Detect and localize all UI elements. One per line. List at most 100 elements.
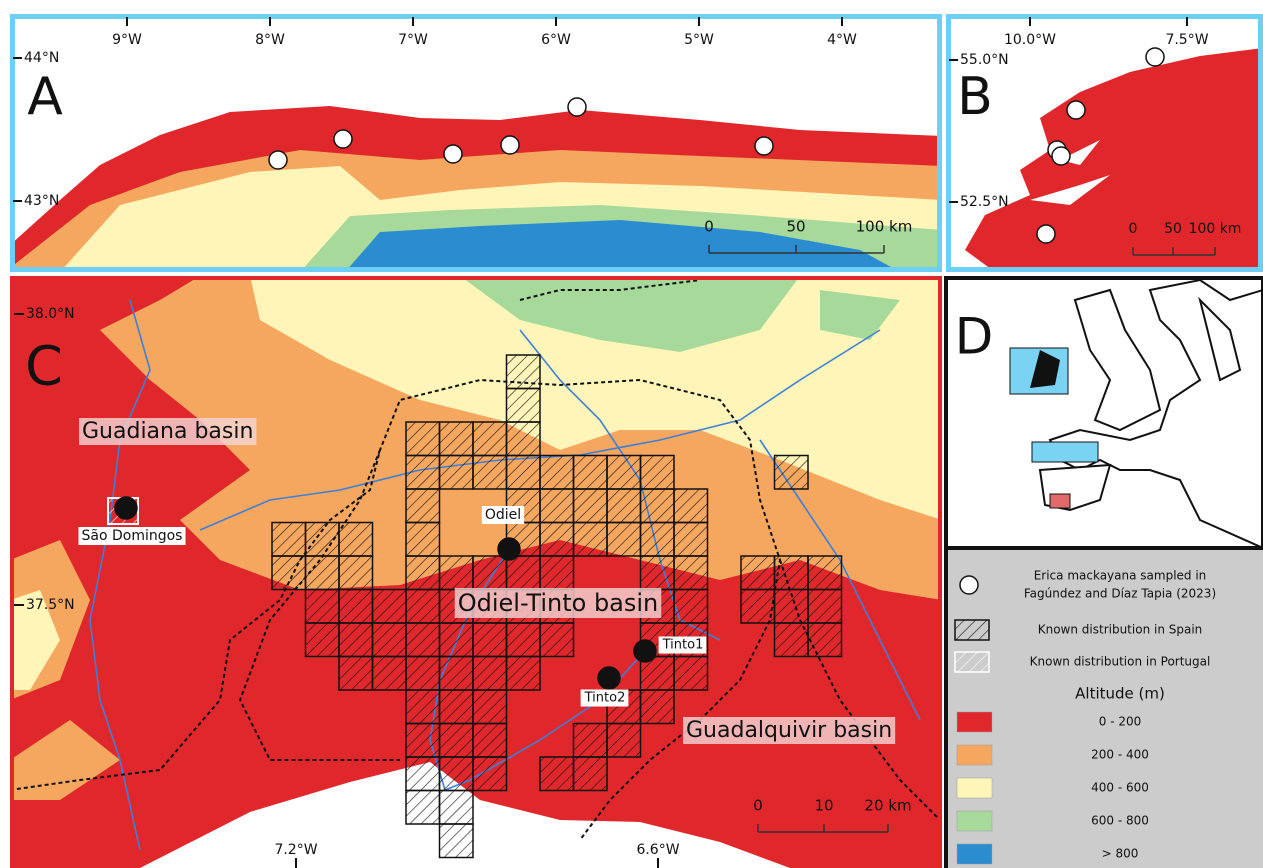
sample-site (444, 145, 462, 163)
panel-label: A (27, 67, 63, 127)
longitude-label: 7.5°W (1165, 32, 1208, 48)
sample-site (334, 130, 352, 148)
spain-cell (373, 590, 407, 624)
spain-cell (440, 556, 474, 590)
spain-cell (641, 456, 675, 490)
longitude-label: 6°W (541, 32, 571, 48)
spain-cell (440, 757, 474, 791)
legend-symbol (955, 620, 989, 640)
spain-cell (507, 556, 541, 590)
spain-cell (574, 523, 608, 557)
spain-cell (406, 757, 440, 791)
spain-cell (674, 590, 708, 624)
spain-cell (674, 489, 708, 523)
legend-symbol (955, 652, 989, 672)
spain-cell (641, 523, 675, 557)
spain-cell (473, 690, 507, 724)
scale-label: 0 (1129, 221, 1138, 237)
spain-cell (507, 456, 541, 490)
legend-text: Fagúndez and Díaz Tapia (2023) (1024, 587, 1216, 601)
longitude-label: 8°W (255, 32, 285, 48)
spain-cell (574, 757, 608, 791)
site-label: Tinto2 (584, 691, 626, 706)
basin-label: Guadiana basin (82, 419, 253, 444)
spain-cell (339, 556, 373, 590)
spain-cell (440, 657, 474, 691)
spain-cell (406, 657, 440, 691)
sample-site (498, 538, 520, 560)
spain-cell (641, 556, 675, 590)
scale-label: 0 (753, 797, 763, 815)
spain-cell (574, 724, 608, 758)
sample-site (598, 667, 620, 689)
spain-cell (339, 623, 373, 657)
spain-cell (440, 623, 474, 657)
spain-cell (775, 590, 809, 624)
spain-cell (607, 489, 641, 523)
scale-label: 20 km (864, 797, 911, 815)
latitude-label: 55.0°N (960, 52, 1009, 68)
spain-cell (775, 556, 809, 590)
sample-site (501, 136, 519, 154)
longitude-label: 9°W (112, 32, 142, 48)
spain-cell (607, 523, 641, 557)
spain-cell (339, 657, 373, 691)
legend-text: 400 - 600 (1091, 781, 1149, 795)
spain-cell (473, 724, 507, 758)
legend-swatch (957, 778, 992, 798)
spain-cell (473, 757, 507, 791)
scale-label: 100 km (1189, 221, 1242, 237)
spain-cell (440, 690, 474, 724)
spain-cell (473, 623, 507, 657)
legend-swatch (957, 844, 992, 864)
spain-cell (272, 523, 306, 557)
spain-cell (574, 456, 608, 490)
spain-cell (440, 456, 474, 490)
spain-cell (373, 623, 407, 657)
legend-text: Erica mackayana sampled in (1034, 569, 1207, 583)
spain-cell (440, 824, 474, 858)
spain-cell (339, 590, 373, 624)
spain-cell (507, 623, 541, 657)
panel-label: B (957, 67, 993, 127)
panel-label: D (955, 308, 994, 366)
spain-cell (473, 456, 507, 490)
spain-cell (473, 657, 507, 691)
spain-cell (607, 724, 641, 758)
spain-cell (775, 623, 809, 657)
longitude-label: 4°W (827, 32, 857, 48)
spain-cell (272, 556, 306, 590)
legend-swatch (957, 811, 992, 831)
longitude-label: 10.0°W (1004, 32, 1056, 48)
longitude-label: 6.6°W (636, 842, 679, 858)
spain-cell (339, 523, 373, 557)
scale-label: 100 km (856, 218, 913, 236)
longitude-label: 7°W (398, 32, 428, 48)
spain-cell (406, 456, 440, 490)
spain-cell (540, 523, 574, 557)
sample-site (755, 137, 773, 155)
latitude-label: 43°N (24, 193, 59, 209)
legend-swatch (957, 745, 992, 765)
sample-site (1052, 147, 1070, 165)
spain-cell (674, 556, 708, 590)
legend-text: > 800 (1102, 847, 1139, 861)
spain-cell (306, 623, 340, 657)
spain-cell (741, 590, 775, 624)
spain-cell (473, 422, 507, 456)
spain-cell (440, 791, 474, 825)
legend-text: 600 - 800 (1091, 814, 1149, 828)
spain-cell (574, 489, 608, 523)
site-label: São Domingos (82, 528, 183, 544)
legend-symbol (960, 576, 978, 594)
spain-cell (406, 791, 440, 825)
spain-cell (674, 523, 708, 557)
legend-text: 0 - 200 (1099, 715, 1142, 729)
latitude-label: 38.0°N (26, 306, 75, 322)
spain-cell (507, 657, 541, 691)
sample-site (115, 497, 137, 519)
spain-cell (440, 422, 474, 456)
spain-cell (473, 556, 507, 590)
legend-swatch (957, 712, 992, 732)
spain-cell (406, 489, 440, 523)
